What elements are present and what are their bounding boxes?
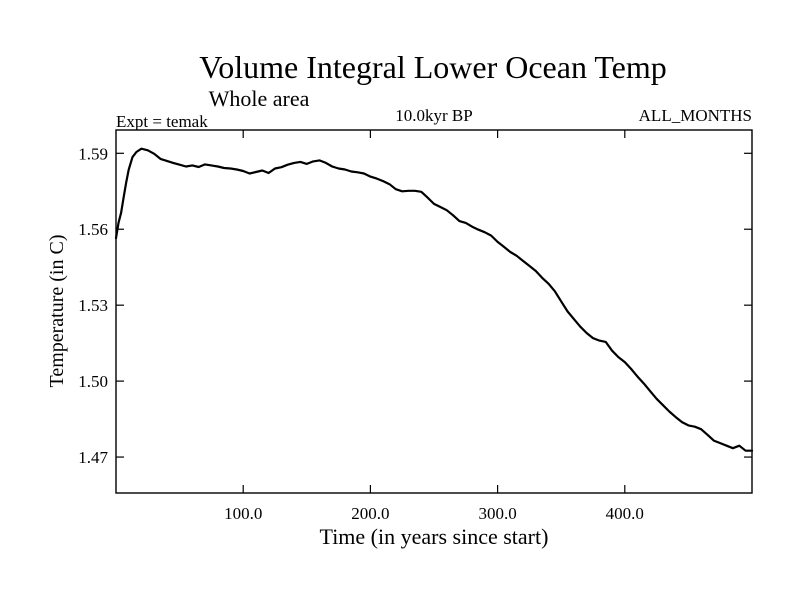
- x-tick-label: 300.0: [478, 504, 516, 523]
- y-tick-label: 1.47: [78, 448, 108, 467]
- y-tick-label: 1.50: [78, 372, 108, 391]
- y-tick-label: 1.56: [78, 220, 108, 239]
- y-tick-label: 1.59: [78, 144, 108, 163]
- x-tick-label: 200.0: [351, 504, 389, 523]
- period-label: 10.0kyr BP: [395, 106, 472, 125]
- experiment-label: Expt = temak: [116, 112, 208, 131]
- x-axis-ticks: 100.0 200.0 300.0 400.0: [224, 130, 644, 523]
- x-tick-label: 100.0: [224, 504, 262, 523]
- x-axis-label: Time (in years since start): [320, 524, 549, 549]
- series-line: [114, 147, 754, 452]
- y-axis-ticks: 1.47 1.50 1.53 1.56 1.59: [78, 144, 752, 467]
- y-axis-label: Temperature (in C): [46, 235, 68, 388]
- x-tick-label: 400.0: [606, 504, 644, 523]
- months-label: ALL_MONTHS: [639, 106, 752, 125]
- chart-title: Volume Integral Lower Ocean Temp: [199, 49, 667, 85]
- y-tick-label: 1.53: [78, 296, 108, 315]
- plot-area: 100.0 200.0 300.0 400.0 1.47 1.50 1.53 1.56 1.5…: [78, 129, 754, 523]
- chart-subtitle: Whole area: [209, 86, 310, 111]
- plot-frame: [115, 129, 753, 494]
